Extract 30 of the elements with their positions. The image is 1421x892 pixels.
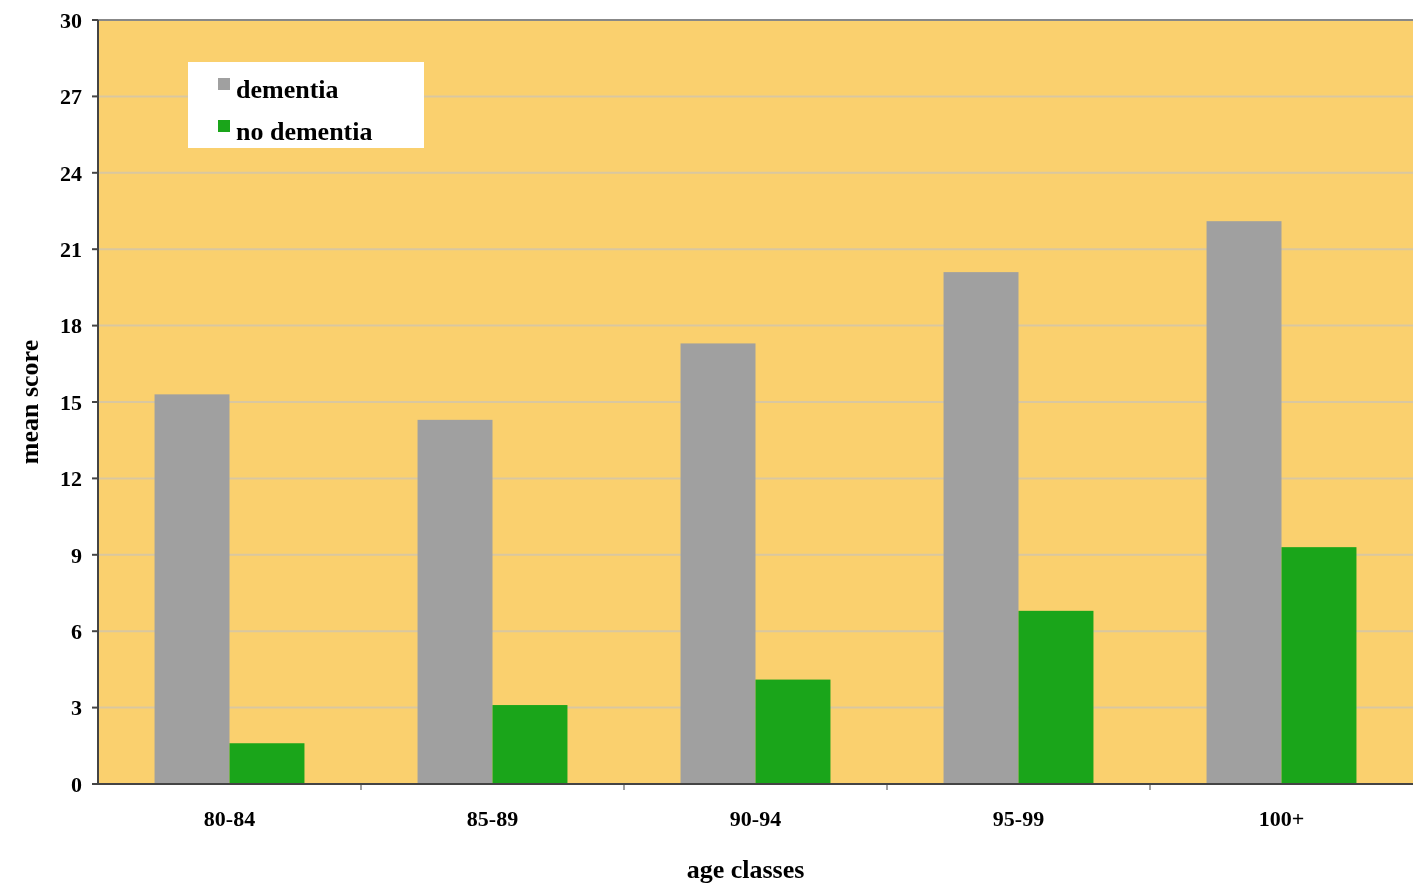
x-tick-label: 100+: [1258, 806, 1305, 831]
x-tick-label: 90-94: [729, 806, 782, 831]
y-tick-label: 3: [71, 695, 82, 721]
bar: [492, 705, 568, 784]
y-tick-label: 24: [60, 160, 82, 186]
y-tick-label: 30: [60, 7, 82, 33]
legend-label: no dementia: [236, 117, 373, 146]
y-tick-label: 0: [71, 771, 82, 797]
bar: [943, 272, 1019, 784]
y-tick-label: 12: [60, 466, 82, 492]
bar: [1206, 221, 1282, 784]
y-tick-label: 9: [71, 542, 82, 568]
x-axis-title: age classes: [686, 855, 805, 884]
x-tick-label: 95-99: [992, 806, 1045, 831]
y-tick-label: 6: [71, 618, 82, 644]
bar: [680, 343, 756, 784]
bar: [1018, 610, 1094, 784]
bar: [1281, 547, 1357, 784]
x-tick-label: 85-89: [466, 806, 519, 831]
bar: [154, 394, 230, 784]
bar: [755, 679, 831, 784]
bar: [417, 419, 493, 784]
x-tick-label: 80-84: [203, 806, 256, 831]
y-tick-label: 27: [60, 84, 82, 110]
legend-label: dementia: [236, 75, 339, 104]
y-tick-label: 15: [60, 389, 82, 415]
y-tick-label: 21: [60, 236, 82, 262]
bar: [229, 743, 305, 784]
y-axis-title: mean score: [15, 339, 44, 465]
y-tick-label: 18: [60, 313, 82, 339]
